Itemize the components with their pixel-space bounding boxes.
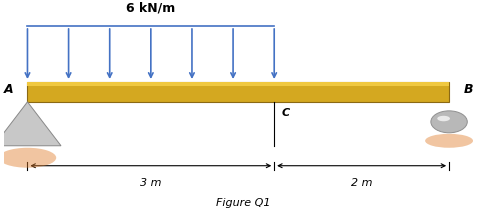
Bar (28, 82, 449, 86)
Ellipse shape (0, 148, 56, 168)
Text: C: C (281, 108, 289, 118)
Polygon shape (0, 102, 61, 146)
Ellipse shape (425, 134, 473, 148)
Bar (28, 82, 449, 102)
Bar (28, 98, 449, 102)
Text: 2 m: 2 m (351, 178, 372, 188)
Ellipse shape (437, 116, 450, 121)
Text: B: B (464, 83, 473, 96)
Text: 3 m: 3 m (140, 178, 162, 188)
Text: A: A (3, 83, 13, 96)
Text: Figure Q1: Figure Q1 (216, 198, 270, 208)
Text: 6 kN/m: 6 kN/m (126, 1, 176, 14)
Ellipse shape (431, 111, 467, 133)
